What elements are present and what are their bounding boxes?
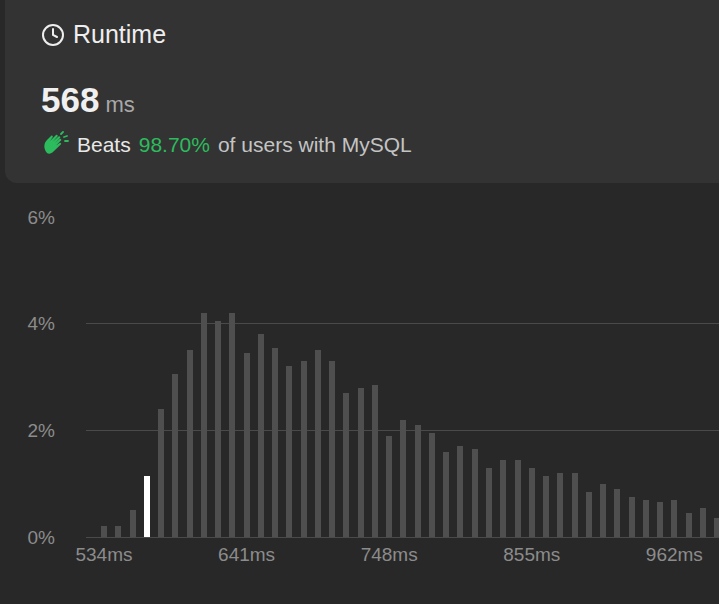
- html-text:Runtime: Runtime: [73, 20, 167, 48]
- svg-text:855ms: 855ms: [503, 544, 560, 565]
- svg-text:4%: 4%: [28, 313, 56, 334]
- svg-text:641ms: 641ms: [218, 544, 275, 565]
- html-text:Beats 98.70% of users with MyS: Beats 98.70% of users with MySQL: [77, 133, 412, 156]
- svg-text:748ms: 748ms: [361, 544, 418, 565]
- svg-text:2%: 2%: [28, 420, 56, 441]
- svg-text:0%: 0%: [28, 527, 56, 548]
- svg-text:962ms: 962ms: [646, 544, 703, 565]
- svg-text:6%: 6%: [28, 207, 56, 228]
- html-text:568 ms: 568 ms: [41, 80, 135, 119]
- svg-text:534ms: 534ms: [75, 544, 132, 565]
